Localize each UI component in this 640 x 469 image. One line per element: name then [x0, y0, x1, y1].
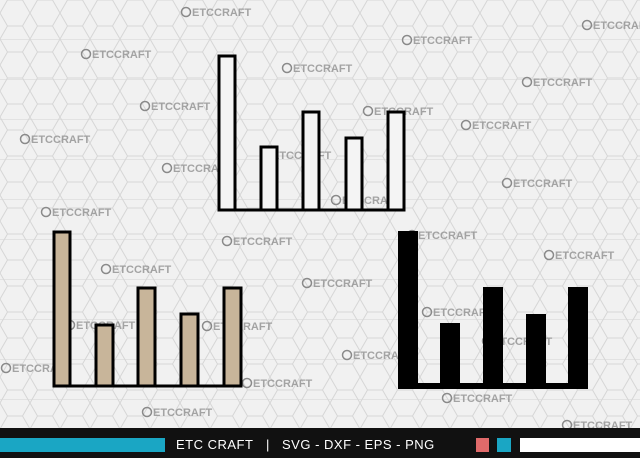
watermark-logo [401, 34, 413, 46]
footer-separator: | [266, 437, 270, 452]
watermark: ETCCRAFT [418, 230, 478, 242]
watermark: ETCCRAFT [151, 101, 211, 113]
watermark: ETCCRAFT [92, 49, 152, 61]
watermark: ETCCRAFT [31, 134, 91, 146]
footer-formats: SVG - DXF - EPS - PNG [282, 437, 435, 452]
watermark: ETCCRAFT [513, 178, 573, 190]
watermark: ETCCRAFT [533, 77, 593, 89]
watermark-logo [330, 194, 342, 206]
watermark-logo [281, 62, 293, 74]
watermark-logo [441, 392, 453, 404]
watermark-logo [80, 48, 92, 60]
watermark-logo [521, 76, 533, 88]
watermark-logo [161, 162, 173, 174]
tan-bar-icon [52, 230, 243, 388]
watermark: ETCCRAFT [433, 307, 493, 319]
watermark-logo [341, 349, 353, 361]
watermark-logo [40, 206, 52, 218]
watermark: ETCCRAFT [293, 63, 353, 75]
solid-bar-icon [398, 231, 588, 389]
watermark-logo [100, 263, 112, 275]
watermark: ETCCRAFT [555, 250, 615, 262]
watermark-logo [201, 320, 213, 332]
watermark: ETCCRAFT [353, 350, 413, 362]
watermark-logo [460, 119, 472, 131]
watermark-logo [301, 277, 313, 289]
watermark: ETCCRAFT [253, 378, 313, 390]
footer-white-bar [520, 438, 640, 452]
watermark-logo [141, 406, 153, 418]
watermark-logo [221, 235, 233, 247]
watermark-logo [501, 177, 513, 189]
watermark-logo [421, 306, 433, 318]
watermark-logo [0, 362, 12, 374]
watermark: ETCCRAFT [453, 393, 513, 405]
footer-cyan-square [497, 438, 511, 452]
footer-pink-square [476, 438, 489, 452]
watermark: ETCCRAFT [472, 120, 532, 132]
watermark-logo [139, 100, 151, 112]
watermark: ETCCRAFT [233, 236, 293, 248]
outline-bar-icon [217, 54, 406, 212]
footer-cyan-bar [0, 438, 165, 452]
watermark-logo [581, 19, 593, 31]
watermark-logo [543, 249, 555, 261]
watermark: ETCCRAFT [313, 278, 373, 290]
watermark: ETCCRAFT [593, 20, 640, 32]
watermark-logo [180, 6, 192, 18]
watermark-logo [362, 105, 374, 117]
watermark: ETCCRAFT [413, 35, 473, 47]
footer-brand: ETC CRAFT [176, 437, 253, 452]
watermark-logo [19, 133, 31, 145]
watermark: ETCCRAFT [153, 407, 213, 419]
watermark: ETCCRAFT [52, 207, 112, 219]
watermark: ETCCRAFT [213, 321, 273, 333]
watermark: ETCCRAFT [192, 7, 252, 19]
watermark: ETCCRAFT [112, 264, 172, 276]
